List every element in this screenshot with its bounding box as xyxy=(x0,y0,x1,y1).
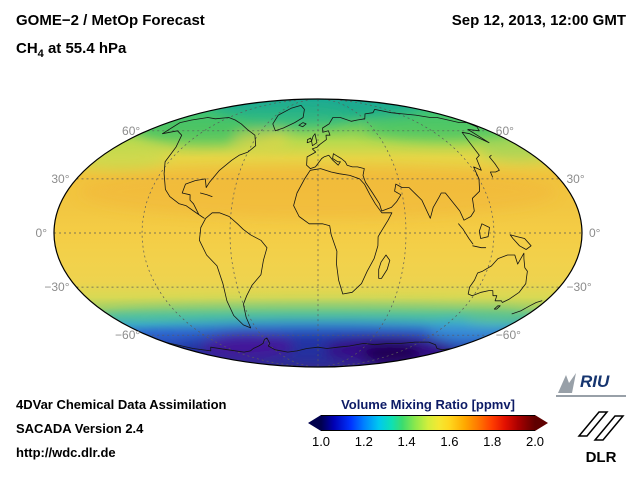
coastline xyxy=(489,154,500,178)
plot-title: GOME−2 / MetOp Forecast xyxy=(16,12,205,29)
riu-logo-mark-icon xyxy=(558,373,576,393)
vortex-purple-west xyxy=(202,333,294,359)
plot-subtitle: CH4 at 55.4 hPa xyxy=(16,40,126,60)
dlr-logo: DLR xyxy=(572,404,630,466)
latitude-label-left: −30° xyxy=(44,280,69,294)
meridian-gridline xyxy=(229,99,309,367)
latitude-label-left: 60° xyxy=(122,124,140,138)
coastline xyxy=(511,300,543,315)
ch4-field-base xyxy=(54,99,582,367)
coastline xyxy=(378,254,391,279)
latitude-label-left: −60° xyxy=(115,328,140,342)
footer-version-label: SACADA Version 2.4 xyxy=(16,421,144,436)
coastline xyxy=(199,212,268,329)
colorbar-tick: 1.2 xyxy=(354,434,373,449)
colorbar: Volume Mixing Ratio [ppmv] 1.0 1.2 1.4 1… xyxy=(308,397,548,449)
coastline xyxy=(200,192,213,197)
coastline xyxy=(458,223,474,245)
coastline xyxy=(509,234,532,250)
coastlines xyxy=(162,105,543,353)
latitude-label-left: 0° xyxy=(36,226,48,240)
pressure-level-label: at 55.4 hPa xyxy=(43,40,127,57)
coastline xyxy=(478,223,490,239)
latitude-label-right: 60° xyxy=(496,124,514,138)
colorbar-max-arrow xyxy=(535,415,548,431)
coastline xyxy=(293,168,393,295)
coastline xyxy=(306,109,490,221)
fareast-green-patch xyxy=(480,138,560,162)
riu-logo: RIU xyxy=(556,371,628,404)
dlr-logo-mark-icon xyxy=(577,411,625,441)
latitude-labels: 60° 60° 30° 30° 0° 0° −30° −30° −60° −60° xyxy=(36,124,601,342)
greenland-teal-patch xyxy=(240,106,350,128)
coastline xyxy=(493,305,501,310)
meridian-gridline xyxy=(337,99,495,367)
riu-logo-text: RIU xyxy=(580,372,610,391)
graticule xyxy=(54,99,582,367)
meridian-gridline xyxy=(141,99,299,367)
coastline xyxy=(472,245,487,249)
coastline xyxy=(162,117,257,219)
coastline xyxy=(467,252,528,303)
south-green-patch xyxy=(463,309,527,325)
latitude-label-right: 0° xyxy=(589,226,601,240)
colorbar-tick: 2.0 xyxy=(525,434,545,449)
coastline xyxy=(298,122,307,128)
latitude-label-left: 30° xyxy=(51,172,69,186)
natlantic-yellow-patch xyxy=(234,131,290,149)
meridian-gridline xyxy=(327,99,407,367)
colorbar-min-arrow xyxy=(308,415,321,431)
coastline xyxy=(272,105,305,132)
colorbar-tick: 1.8 xyxy=(483,434,502,449)
colorbar-tick: 1.6 xyxy=(440,434,459,449)
riu-logo-rule xyxy=(556,395,626,397)
npacific-yellowgreen-patch xyxy=(72,144,168,170)
footer-assimilation-label: 4DVar Chemical Data Assimilation xyxy=(16,397,227,412)
colorbar-tick: 1.4 xyxy=(397,434,416,449)
latitude-label-right: −30° xyxy=(567,280,592,294)
dlr-logo-text: DLR xyxy=(585,449,617,466)
coastline xyxy=(164,337,453,353)
colorbar-ticks: 1.0 1.2 1.4 1.6 1.8 2.0 xyxy=(312,434,544,449)
species-subscript: 4 xyxy=(37,48,44,60)
latitude-label-right: 30° xyxy=(567,172,585,186)
species-label: CH xyxy=(16,40,38,57)
colorbar-gradient xyxy=(321,415,535,431)
footer-url-label: http://wdc.dlr.de xyxy=(16,445,116,460)
plot-datetime: Sep 12, 2013, 12:00 GMT xyxy=(451,12,626,29)
colorbar-title: Volume Mixing Ratio [ppmv] xyxy=(341,397,515,412)
map-boundary xyxy=(53,98,583,368)
latitude-label-right: −60° xyxy=(496,328,521,342)
colorbar-tick: 1.0 xyxy=(311,434,331,449)
vortex-dark-core xyxy=(362,344,422,362)
colorbar-bar-row xyxy=(308,415,548,431)
coastline xyxy=(306,137,312,144)
